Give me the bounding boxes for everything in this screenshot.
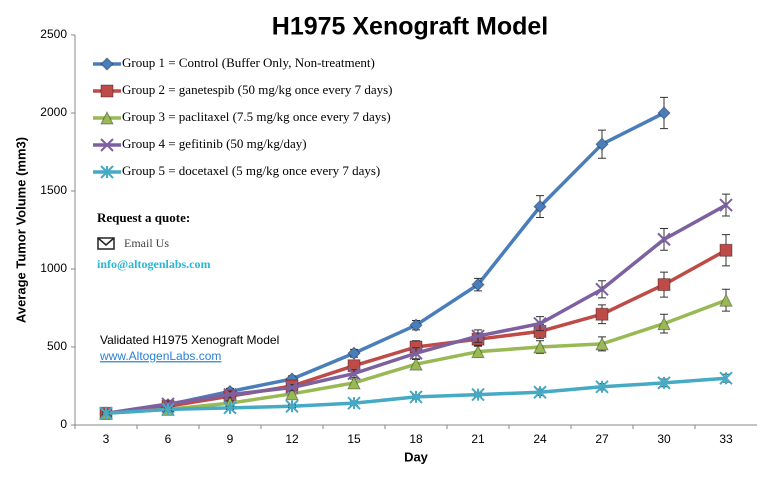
- legend-label: Group 5 = docetaxel (5 mg/kg once every …: [122, 163, 380, 178]
- marker: [100, 84, 114, 98]
- marker: [595, 336, 609, 351]
- x-tick-label: 30: [657, 432, 671, 446]
- marker: [595, 137, 609, 151]
- y-tick-label: 500: [47, 339, 67, 353]
- x-tick-label: 3: [103, 432, 110, 446]
- marker: [719, 371, 733, 385]
- email-icon: [97, 237, 115, 250]
- marker: [409, 318, 423, 332]
- marker: [657, 106, 671, 120]
- y-tick-label: 1500: [40, 183, 67, 197]
- marker: [347, 375, 361, 390]
- y-axis-title: Average Tumor Volume (mm3): [13, 137, 28, 323]
- annotation[interactable]: www.AltogenLabs.com: [99, 349, 221, 363]
- x-tick-label: 15: [347, 432, 361, 446]
- marker: [223, 401, 237, 415]
- marker: [347, 396, 361, 410]
- marker: [285, 380, 299, 395]
- marker: [347, 346, 361, 360]
- marker: [719, 243, 733, 257]
- marker: [657, 316, 671, 331]
- marker: [100, 138, 114, 152]
- x-tick-label: 18: [409, 432, 423, 446]
- marker: [471, 344, 485, 359]
- y-tick-label: 2500: [40, 27, 67, 41]
- marker: [533, 199, 547, 214]
- series-line: [105, 203, 727, 416]
- marker: [719, 293, 733, 307]
- marker: [161, 402, 175, 417]
- x-tick-label: 24: [533, 432, 547, 446]
- marker: [657, 278, 671, 292]
- annotation: Request a quote:: [97, 210, 190, 225]
- x-tick-label: 21: [471, 432, 485, 446]
- marker: [657, 232, 671, 247]
- annotation: Validated H1975 Xenograft Model: [100, 333, 279, 347]
- x-tick-label: 27: [595, 432, 609, 446]
- annotation[interactable]: Email Us: [124, 236, 169, 250]
- marker: [533, 316, 547, 331]
- y-tick-label: 0: [60, 417, 67, 431]
- marker: [657, 376, 671, 390]
- marker: [595, 307, 609, 321]
- y-tick-label: 1000: [40, 261, 67, 275]
- marker: [285, 386, 299, 401]
- marker: [223, 387, 237, 402]
- x-tick-label: 6: [165, 432, 172, 446]
- marker: [533, 339, 547, 354]
- x-tick-label: 12: [285, 432, 299, 446]
- marker: [100, 110, 114, 125]
- marker: [409, 357, 423, 371]
- marker: [595, 282, 609, 296]
- marker: [471, 329, 485, 343]
- marker: [409, 346, 423, 360]
- marker: [595, 380, 609, 394]
- marker: [471, 387, 485, 402]
- marker: [285, 399, 299, 413]
- marker: [347, 366, 361, 381]
- y-tick-label: 2000: [40, 105, 67, 119]
- legend-label: Group 2 = ganetespib (50 mg/kg once ever…: [122, 82, 393, 97]
- marker: [409, 390, 423, 404]
- x-axis-title: Day: [404, 449, 429, 464]
- x-tick-label: 33: [719, 432, 733, 446]
- legend-label: Group 1 = Control (Buffer Only, Non-trea…: [122, 55, 375, 70]
- legend-label: Group 4 = gefitinib (50 mg/kg/day): [122, 136, 307, 151]
- marker: [100, 57, 114, 71]
- marker: [99, 406, 113, 421]
- marker: [719, 198, 733, 212]
- annotation[interactable]: info@altogenlabs.com: [97, 257, 211, 271]
- marker: [100, 165, 114, 179]
- legend-label: Group 3 = paclitaxel (7.5 mg/kg once eve…: [122, 109, 391, 124]
- marker: [471, 277, 485, 292]
- x-tick-label: 9: [227, 432, 234, 446]
- marker: [533, 385, 547, 399]
- chart-title: H1975 Xenograft Model: [272, 13, 548, 41]
